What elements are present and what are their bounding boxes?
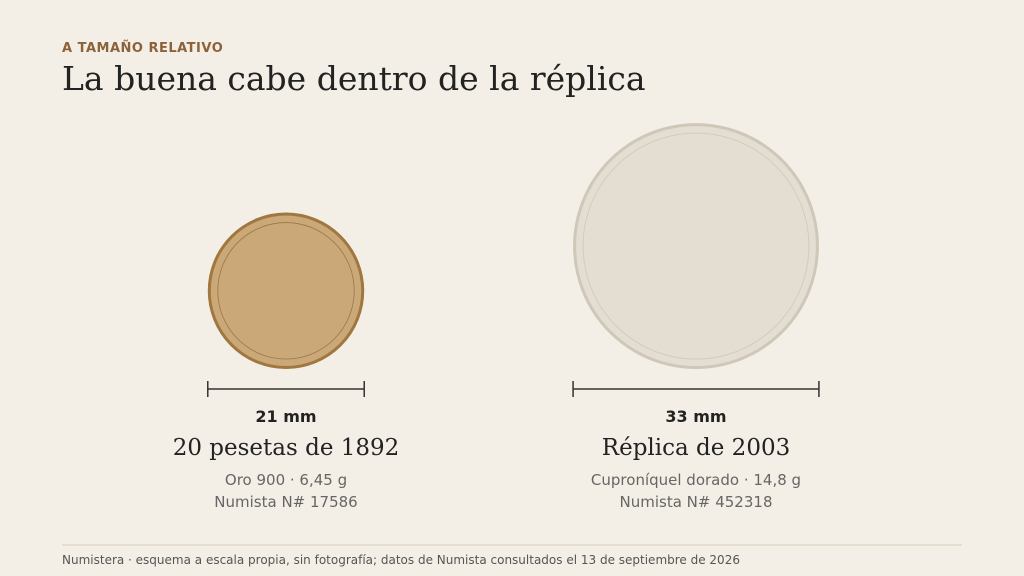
coin-detail: Oro 900 · 6,45 g [225,471,347,489]
coin [573,123,819,369]
coin-name: 20 pesetas de 1892 [173,435,400,461]
eyebrow: A TAMAÑO RELATIVO [62,40,223,56]
coin-name: Réplica de 2003 [602,435,790,461]
coin-rim [217,222,355,360]
title: La buena cabe dentro de la réplica [62,59,646,98]
coins: 21 mm 20 pesetas de 1892 Oro 900 · 6,45 g N… [173,123,820,511]
coin-rim [582,132,810,360]
diameter-label: 21 mm [255,407,316,426]
footer: Numistera · esquema a escala propia, sin… [62,553,740,567]
coin [207,212,365,369]
coin-numista: Numista N# 452318 [620,493,773,511]
diameter-label: 33 mm [665,407,726,426]
coin-numista: Numista N# 17586 [214,493,357,511]
coin-detail: Cuproníquel dorado · 14,8 g [591,471,801,489]
